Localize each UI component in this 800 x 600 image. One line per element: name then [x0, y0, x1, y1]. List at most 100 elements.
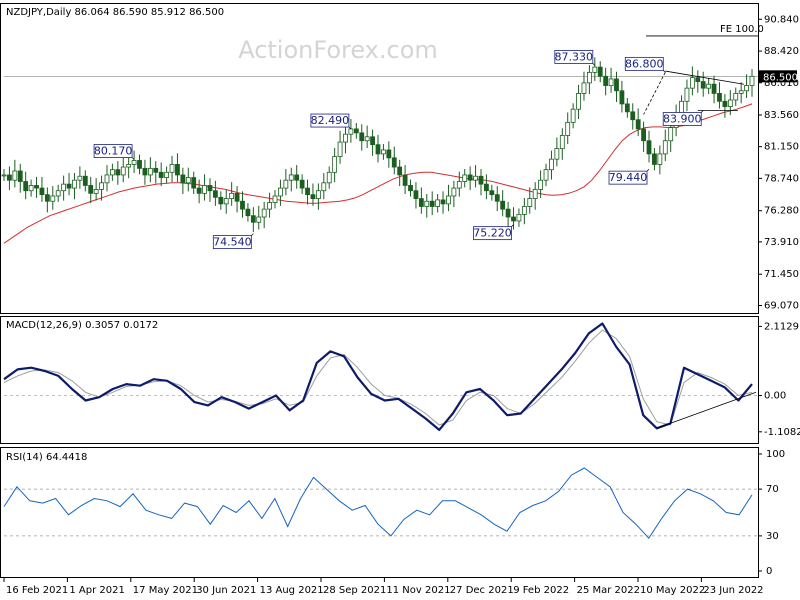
- callout-box: [662, 112, 702, 126]
- callout-box: [473, 226, 512, 241]
- candle-body: [164, 171, 170, 178]
- candle: [153, 161, 159, 184]
- candle-body: [446, 195, 451, 205]
- callout-box: [212, 235, 252, 249]
- callout-box: [608, 170, 648, 185]
- price-callout: 83.900: [662, 110, 704, 126]
- candle-body: [55, 190, 61, 197]
- candle-body: [614, 78, 619, 92]
- candle-body: [554, 148, 560, 160]
- candle: [142, 159, 148, 185]
- callout-label: 79.440: [609, 171, 648, 184]
- candle-body: [353, 128, 359, 134]
- candle-body: [115, 169, 121, 176]
- candle-body: [516, 213, 522, 222]
- candle: [484, 174, 489, 200]
- candle: [646, 130, 652, 163]
- candle: [570, 103, 576, 129]
- candle-body: [288, 174, 294, 181]
- candle-body: [131, 160, 137, 165]
- candle-body: [429, 200, 435, 207]
- candle: [511, 207, 516, 230]
- candle-body: [684, 87, 690, 102]
- candle-body: [120, 166, 126, 176]
- x-tick-label: 28 Sep 2021: [323, 585, 386, 596]
- candle-body: [733, 93, 739, 101]
- callout-label: 87.330: [555, 50, 594, 63]
- candle: [343, 126, 348, 154]
- candle-body: [185, 177, 191, 184]
- candle: [603, 67, 609, 96]
- candle-body: [250, 215, 256, 223]
- candle-body: [202, 185, 207, 194]
- candle-body: [23, 181, 29, 192]
- candle: [624, 98, 630, 118]
- candle-body: [440, 199, 446, 205]
- candle-body: [635, 119, 641, 130]
- candle-body: [359, 132, 365, 142]
- candle: [521, 197, 527, 225]
- candle-body: [402, 174, 408, 186]
- price-tick-label: 73.910: [764, 237, 799, 248]
- moving-average: [3, 103, 753, 244]
- candle-body: [592, 66, 598, 73]
- candle-body: [191, 177, 197, 189]
- candle: [418, 187, 424, 214]
- candle: [332, 147, 338, 183]
- price-callout: 87.330: [554, 50, 596, 66]
- price-series: [1, 57, 755, 233]
- candle-body: [158, 171, 164, 178]
- candle: [169, 155, 175, 183]
- candle-body: [652, 153, 657, 165]
- wave-dashed-line: [643, 72, 666, 115]
- price-callout: 82.490: [310, 113, 352, 130]
- candle: [337, 130, 343, 164]
- candle: [34, 176, 39, 198]
- candle-body: [505, 208, 511, 218]
- candle-body: [646, 140, 652, 155]
- candle: [429, 191, 435, 216]
- price-tick-label: 76.280: [764, 206, 799, 217]
- candle-body: [462, 174, 468, 182]
- candle-body: [310, 194, 316, 200]
- candle-body: [315, 190, 321, 200]
- price-tick-label: 88.420: [764, 46, 799, 57]
- candle-body: [695, 77, 701, 82]
- candle-body: [196, 187, 202, 194]
- ma-line: [3, 103, 753, 244]
- macd-series: 2.1129 0.00 -1.1082: [3, 321, 800, 438]
- x-tick-label: 27 Dec 2021: [450, 585, 514, 596]
- candle-body: [478, 175, 484, 185]
- candle-body: [104, 174, 110, 184]
- rsi-tick-label: 100: [766, 449, 785, 460]
- x-tick-label: 23 Jun 2022: [703, 585, 763, 596]
- price-callout: 74.540: [212, 233, 254, 249]
- candle: [261, 201, 267, 229]
- candle-body: [397, 166, 403, 176]
- candle: [689, 66, 695, 96]
- candle-body: [738, 90, 744, 94]
- candle: [164, 166, 170, 184]
- candle: [597, 61, 603, 83]
- candle-body: [527, 198, 533, 207]
- candle: [196, 179, 202, 204]
- candle-body: [142, 167, 148, 176]
- candle: [315, 183, 321, 210]
- candle: [657, 145, 663, 175]
- candle: [256, 205, 262, 230]
- candle-body: [418, 198, 424, 207]
- candle-body: [93, 188, 99, 194]
- candle: [413, 182, 419, 209]
- candle-body: [147, 167, 153, 176]
- price-tick-label: 90.840: [764, 14, 799, 25]
- candle-body: [717, 93, 722, 102]
- candle: [456, 171, 462, 197]
- candle: [61, 175, 67, 201]
- candle: [305, 179, 310, 205]
- candle: [711, 75, 717, 104]
- candle: [370, 129, 375, 156]
- rsi-tick-label: 30: [766, 531, 779, 542]
- callout-box: [310, 113, 350, 128]
- candle: [532, 182, 538, 210]
- candle: [218, 191, 224, 210]
